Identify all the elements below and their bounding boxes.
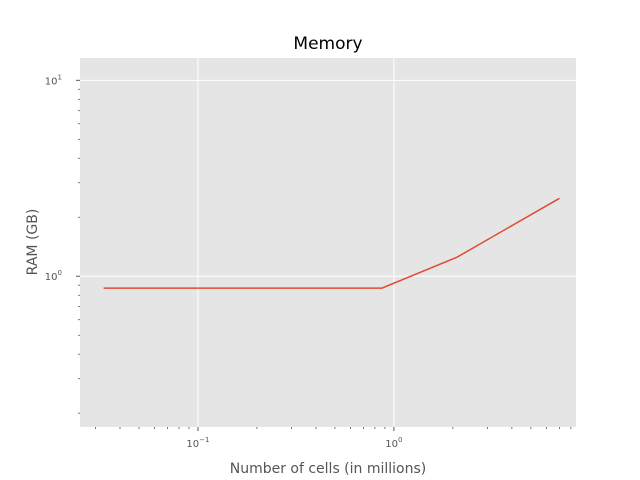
series-line	[103, 197, 560, 289]
plot-background	[80, 58, 576, 427]
y-tick-label: 101	[45, 73, 62, 87]
x-tick-base: 10	[186, 439, 199, 450]
x-tick-exponent: −1	[199, 436, 209, 444]
chart-title: Memory	[293, 34, 362, 54]
x-axis-label: Number of cells (in millions)	[230, 461, 427, 477]
x-tick-label: 100	[385, 436, 402, 450]
y-tick-base: 10	[45, 272, 58, 283]
x-tick-exponent: 0	[398, 436, 402, 444]
y-tick-base: 10	[45, 76, 58, 87]
y-tick-label: 100	[45, 269, 62, 283]
y-tick-exponent: 0	[58, 269, 62, 277]
y-tick-exponent: 1	[58, 73, 62, 81]
x-tick-base: 10	[385, 439, 398, 450]
minor-ticks	[78, 88, 572, 429]
y-axis-label: RAM (GB)	[25, 209, 41, 276]
x-tick-label: 10−1	[186, 436, 209, 450]
grid-lines	[80, 58, 576, 427]
x-axis-ticks: 10−1 100	[186, 427, 402, 450]
data-series	[103, 197, 560, 289]
